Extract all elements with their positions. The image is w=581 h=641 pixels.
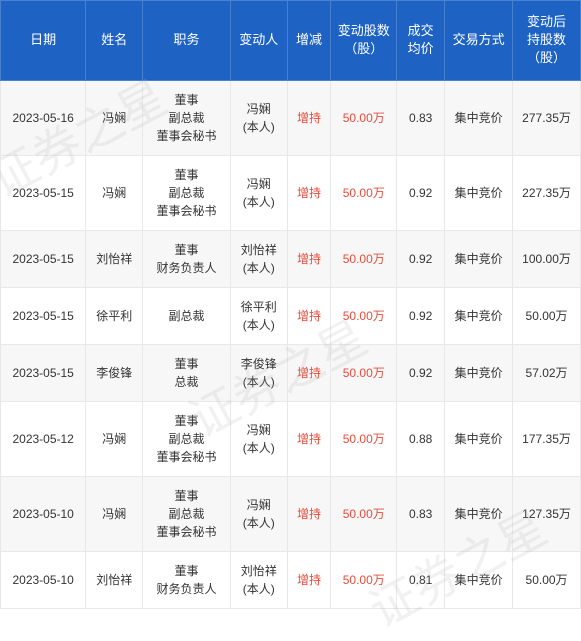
cell-after: 277.35万 bbox=[513, 80, 581, 155]
header-name: 姓名 bbox=[86, 1, 143, 81]
cell-name: 李俊锋 bbox=[86, 344, 143, 401]
table-header: 日期姓名职务变动人增减变动股数（股）成交均价交易方式变动后持股数（股） bbox=[1, 1, 581, 81]
cell-shares: 50.00万 bbox=[331, 80, 397, 155]
cell-name: 徐平利 bbox=[86, 287, 143, 344]
cell-date: 2023-05-10 bbox=[1, 476, 86, 551]
cell-pos: 董事财务负责人 bbox=[143, 551, 231, 608]
cell-name: 刘怡祥 bbox=[86, 551, 143, 608]
cell-price: 0.92 bbox=[397, 230, 445, 287]
cell-after: 50.00万 bbox=[513, 551, 581, 608]
header-shares: 变动股数（股） bbox=[331, 1, 397, 81]
cell-price: 0.88 bbox=[397, 401, 445, 476]
cell-after: 50.00万 bbox=[513, 287, 581, 344]
cell-pos: 董事副总裁董事会秘书 bbox=[143, 155, 231, 230]
table-row: 2023-05-16冯娴董事副总裁董事会秘书冯娴(本人)增持50.00万0.83… bbox=[1, 80, 581, 155]
cell-after: 227.35万 bbox=[513, 155, 581, 230]
table-row: 2023-05-15李俊锋董事总裁李俊锋(本人)增持50.00万0.92集中竞价… bbox=[1, 344, 581, 401]
cell-date: 2023-05-15 bbox=[1, 287, 86, 344]
header-date: 日期 bbox=[1, 1, 86, 81]
cell-person: 徐平利(本人) bbox=[230, 287, 287, 344]
cell-incdec: 增持 bbox=[287, 476, 331, 551]
cell-person: 冯娴(本人) bbox=[230, 80, 287, 155]
cell-pos: 董事总裁 bbox=[143, 344, 231, 401]
table-row: 2023-05-12冯娴董事副总裁董事会秘书冯娴(本人)增持50.00万0.88… bbox=[1, 401, 581, 476]
table-row: 2023-05-10冯娴董事副总裁董事会秘书冯娴(本人)增持50.00万0.83… bbox=[1, 476, 581, 551]
cell-name: 刘怡祥 bbox=[86, 230, 143, 287]
header-person: 变动人 bbox=[230, 1, 287, 81]
cell-pos: 董事副总裁董事会秘书 bbox=[143, 80, 231, 155]
table-row: 2023-05-15刘怡祥董事财务负责人刘怡祥(本人)增持50.00万0.92集… bbox=[1, 230, 581, 287]
cell-shares: 50.00万 bbox=[331, 344, 397, 401]
header-method: 交易方式 bbox=[445, 1, 513, 81]
cell-date: 2023-05-15 bbox=[1, 230, 86, 287]
table-row: 2023-05-15冯娴董事副总裁董事会秘书冯娴(本人)增持50.00万0.92… bbox=[1, 155, 581, 230]
cell-price: 0.81 bbox=[397, 551, 445, 608]
cell-name: 冯娴 bbox=[86, 476, 143, 551]
cell-price: 0.92 bbox=[397, 287, 445, 344]
cell-after: 100.00万 bbox=[513, 230, 581, 287]
cell-incdec: 增持 bbox=[287, 230, 331, 287]
cell-date: 2023-05-15 bbox=[1, 344, 86, 401]
cell-pos: 副总裁 bbox=[143, 287, 231, 344]
cell-after: 127.35万 bbox=[513, 476, 581, 551]
table-body: 2023-05-16冯娴董事副总裁董事会秘书冯娴(本人)增持50.00万0.83… bbox=[1, 80, 581, 608]
header-incdec: 增减 bbox=[287, 1, 331, 81]
cell-shares: 50.00万 bbox=[331, 401, 397, 476]
cell-person: 冯娴(本人) bbox=[230, 476, 287, 551]
cell-incdec: 增持 bbox=[287, 287, 331, 344]
table-row: 2023-05-10刘怡祥董事财务负责人刘怡祥(本人)增持50.00万0.81集… bbox=[1, 551, 581, 608]
cell-method: 集中竞价 bbox=[445, 287, 513, 344]
cell-method: 集中竞价 bbox=[445, 344, 513, 401]
cell-pos: 董事副总裁董事会秘书 bbox=[143, 476, 231, 551]
header-pos: 职务 bbox=[143, 1, 231, 81]
cell-incdec: 增持 bbox=[287, 401, 331, 476]
cell-price: 0.83 bbox=[397, 476, 445, 551]
cell-price: 0.92 bbox=[397, 155, 445, 230]
cell-person: 刘怡祥(本人) bbox=[230, 230, 287, 287]
table-row: 2023-05-15徐平利副总裁徐平利(本人)增持50.00万0.92集中竞价5… bbox=[1, 287, 581, 344]
cell-shares: 50.00万 bbox=[331, 287, 397, 344]
cell-method: 集中竞价 bbox=[445, 401, 513, 476]
cell-pos: 董事财务负责人 bbox=[143, 230, 231, 287]
cell-method: 集中竞价 bbox=[445, 230, 513, 287]
cell-price: 0.83 bbox=[397, 80, 445, 155]
cell-shares: 50.00万 bbox=[331, 155, 397, 230]
header-after: 变动后持股数（股） bbox=[513, 1, 581, 81]
cell-method: 集中竞价 bbox=[445, 80, 513, 155]
cell-date: 2023-05-16 bbox=[1, 80, 86, 155]
cell-name: 冯娴 bbox=[86, 80, 143, 155]
cell-person: 冯娴(本人) bbox=[230, 155, 287, 230]
cell-person: 李俊锋(本人) bbox=[230, 344, 287, 401]
cell-after: 177.35万 bbox=[513, 401, 581, 476]
cell-person: 冯娴(本人) bbox=[230, 401, 287, 476]
holdings-table: 日期姓名职务变动人增减变动股数（股）成交均价交易方式变动后持股数（股） 2023… bbox=[0, 0, 581, 609]
cell-price: 0.92 bbox=[397, 344, 445, 401]
cell-shares: 50.00万 bbox=[331, 551, 397, 608]
cell-name: 冯娴 bbox=[86, 401, 143, 476]
cell-method: 集中竞价 bbox=[445, 476, 513, 551]
cell-date: 2023-05-12 bbox=[1, 401, 86, 476]
cell-date: 2023-05-10 bbox=[1, 551, 86, 608]
cell-method: 集中竞价 bbox=[445, 155, 513, 230]
cell-method: 集中竞价 bbox=[445, 551, 513, 608]
cell-incdec: 增持 bbox=[287, 344, 331, 401]
cell-incdec: 增持 bbox=[287, 551, 331, 608]
cell-shares: 50.00万 bbox=[331, 230, 397, 287]
cell-pos: 董事副总裁董事会秘书 bbox=[143, 401, 231, 476]
cell-shares: 50.00万 bbox=[331, 476, 397, 551]
header-price: 成交均价 bbox=[397, 1, 445, 81]
cell-name: 冯娴 bbox=[86, 155, 143, 230]
cell-after: 57.02万 bbox=[513, 344, 581, 401]
cell-person: 刘怡祥(本人) bbox=[230, 551, 287, 608]
cell-incdec: 增持 bbox=[287, 80, 331, 155]
cell-date: 2023-05-15 bbox=[1, 155, 86, 230]
cell-incdec: 增持 bbox=[287, 155, 331, 230]
